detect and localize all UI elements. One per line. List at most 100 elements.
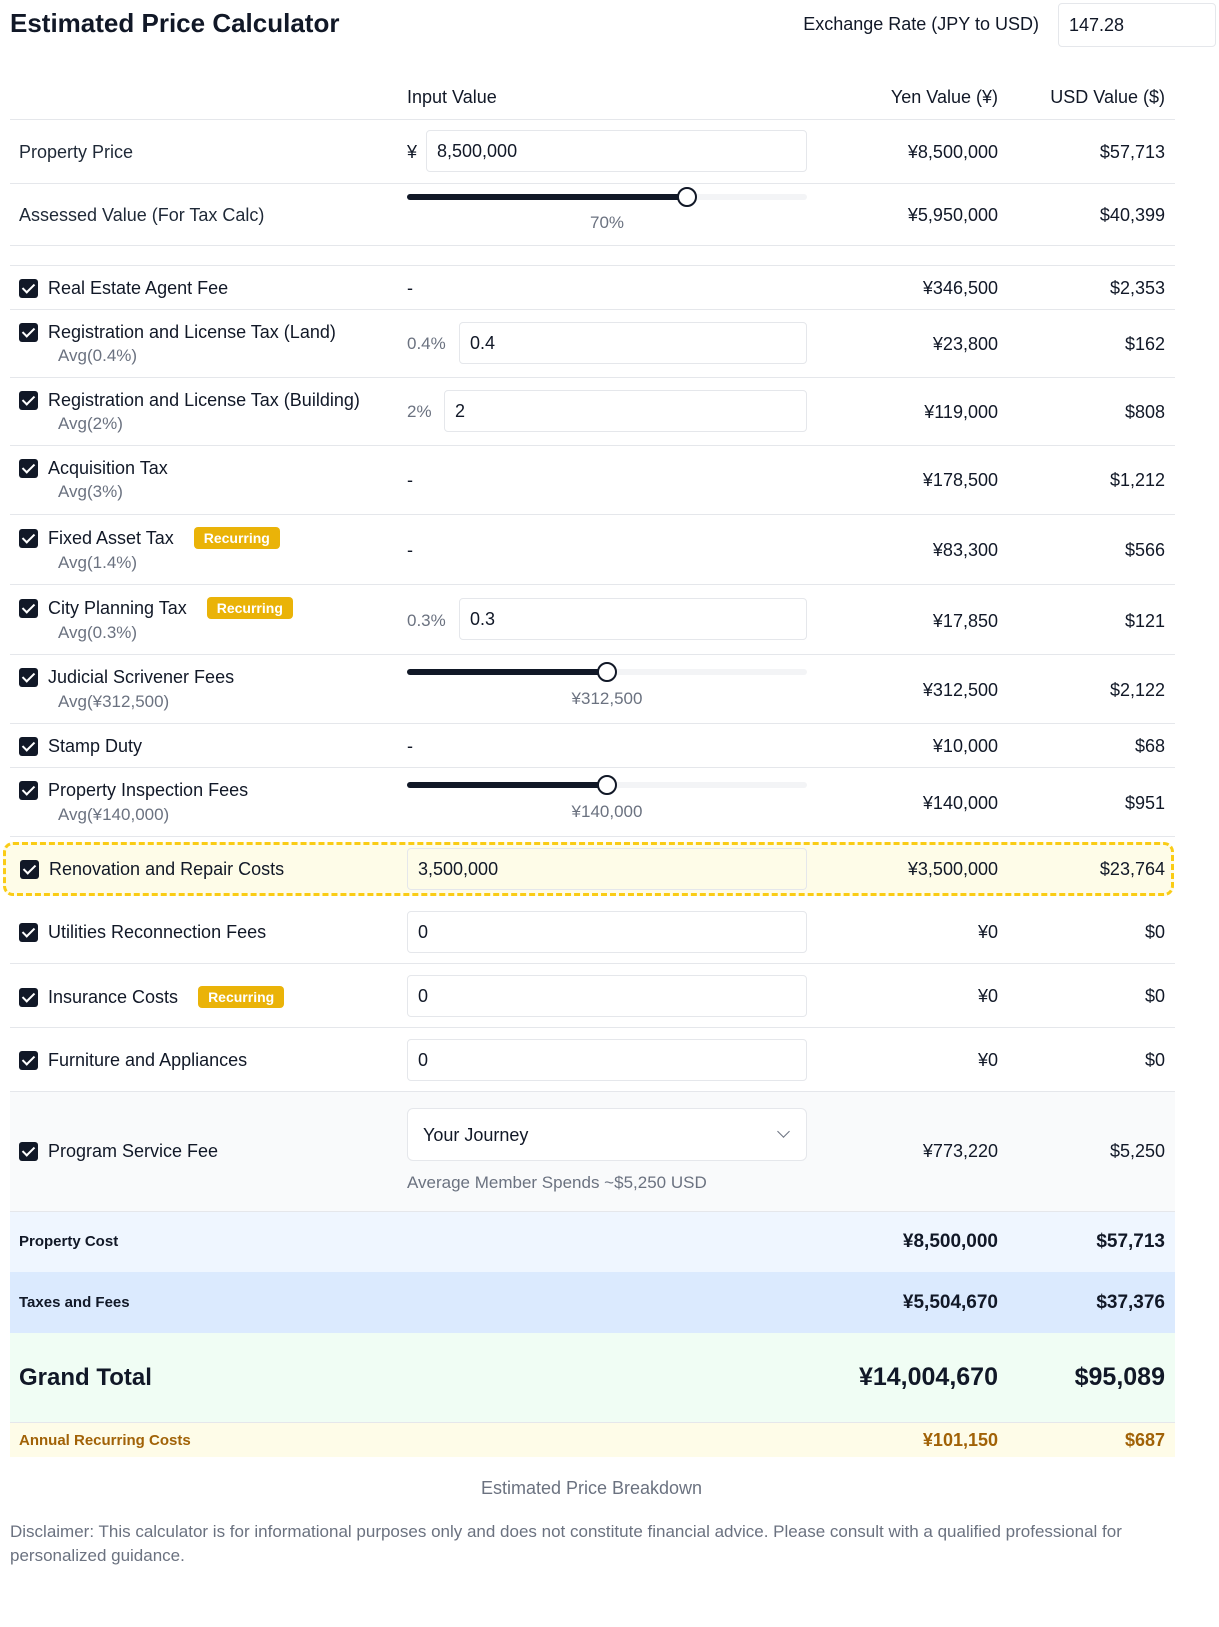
scrivener-slider[interactable] bbox=[407, 662, 807, 682]
agent-fee-usd: $2,353 bbox=[1109, 278, 1165, 298]
yen-prefix: ¥ bbox=[407, 142, 418, 162]
reg-building-input[interactable]: 2 bbox=[444, 390, 807, 432]
city-planning-label: City Planning Tax bbox=[48, 597, 187, 618]
fixed-asset-input: - bbox=[407, 540, 413, 560]
agent-fee-yen: ¥346,500 bbox=[922, 278, 998, 298]
exchange-rate-label: Exchange Rate (JPY to USD) bbox=[803, 14, 1039, 34]
reg-land-usd: $162 bbox=[1124, 334, 1165, 354]
insurance-usd: $0 bbox=[1144, 986, 1165, 1006]
inspection-usd: $951 bbox=[1124, 793, 1165, 813]
assessed-slider[interactable] bbox=[407, 187, 807, 207]
furniture-checkbox[interactable] bbox=[19, 1051, 38, 1070]
program-select[interactable]: Your Journey bbox=[407, 1108, 807, 1161]
fixed-asset-label: Fixed Asset Tax bbox=[48, 527, 174, 548]
assessed-usd: $40,399 bbox=[1099, 205, 1165, 225]
furniture-usd: $0 bbox=[1144, 1050, 1165, 1070]
agent-fee-checkbox[interactable] bbox=[19, 279, 38, 298]
reg-building-checkbox[interactable] bbox=[19, 391, 38, 410]
city-planning-usd: $121 bbox=[1124, 611, 1165, 631]
utilities-input[interactable]: 0 bbox=[407, 911, 807, 953]
furniture-input[interactable]: 0 bbox=[407, 1039, 807, 1081]
utilities-usd: $0 bbox=[1144, 922, 1165, 942]
recurring-costs-usd: $687 bbox=[1124, 1430, 1165, 1450]
reg-land-checkbox[interactable] bbox=[19, 323, 38, 342]
scrivener-usd: $2,122 bbox=[1109, 680, 1165, 700]
renovation-input[interactable]: 3,500,000 bbox=[407, 848, 807, 890]
agent-fee-label: Real Estate Agent Fee bbox=[48, 278, 229, 298]
property-price-usd: $57,713 bbox=[1099, 142, 1165, 162]
property-cost-usd: $57,713 bbox=[1096, 1231, 1165, 1252]
agent-fee-input: - bbox=[407, 278, 413, 298]
city-planning-yen: ¥17,850 bbox=[932, 611, 998, 631]
reg-land-input[interactable]: 0.4 bbox=[459, 322, 807, 364]
row-scrivener-fees: Judicial Scrivener Fees Avg(¥312,500) ¥3… bbox=[10, 655, 1175, 724]
property-cost-yen: ¥8,500,000 bbox=[902, 1231, 998, 1252]
utilities-label: Utilities Reconnection Fees bbox=[48, 922, 267, 942]
assessed-yen: ¥5,950,000 bbox=[907, 205, 998, 225]
city-planning-pct: 0.3% bbox=[407, 611, 446, 630]
row-acquisition-tax: Acquisition Tax Avg(3%) - ¥178,500 $1,21… bbox=[10, 446, 1175, 515]
scrivener-checkbox[interactable] bbox=[19, 668, 38, 687]
stamp-usd: $68 bbox=[1134, 736, 1165, 756]
chevron-down-icon bbox=[777, 1125, 790, 1138]
insurance-checkbox[interactable] bbox=[19, 987, 38, 1007]
renovation-yen: ¥3,500,000 bbox=[907, 859, 998, 879]
reg-building-pct: 2% bbox=[407, 402, 432, 421]
inspection-slider-thumb[interactable] bbox=[597, 775, 617, 795]
taxes-fees-label: Taxes and Fees bbox=[19, 1294, 130, 1311]
row-reg-land: Registration and License Tax (Land) Avg(… bbox=[10, 310, 1175, 378]
stamp-checkbox[interactable] bbox=[19, 737, 38, 756]
acquisition-yen: ¥178,500 bbox=[922, 470, 998, 490]
scrivener-slider-fill bbox=[407, 669, 607, 675]
acquisition-input: - bbox=[407, 470, 413, 490]
renovation-label: Renovation and Repair Costs bbox=[49, 859, 285, 879]
utilities-checkbox[interactable] bbox=[19, 923, 38, 942]
reg-building-avg: Avg(2%) bbox=[58, 414, 123, 433]
row-utilities: Utilities Reconnection Fees 0 ¥0 $0 bbox=[10, 900, 1175, 964]
row-insurance: Insurance Costs Recurring 0 ¥0 $0 bbox=[10, 964, 1175, 1028]
program-label: Program Service Fee bbox=[48, 1141, 219, 1161]
scrivener-label: Judicial Scrivener Fees bbox=[48, 667, 235, 687]
scrivener-slider-value: ¥312,500 bbox=[571, 689, 643, 708]
table-caption: Estimated Price Breakdown bbox=[480, 1478, 703, 1498]
reg-land-label: Registration and License Tax (Land) bbox=[48, 322, 336, 342]
recurring-badge: Recurring bbox=[198, 986, 285, 1008]
furniture-label: Furniture and Appliances bbox=[48, 1050, 248, 1070]
insurance-input[interactable]: 0 bbox=[407, 975, 807, 1017]
column-yen: Yen Value (¥) bbox=[890, 87, 998, 107]
row-assessed-value: Assessed Value (For Tax Calc) 70% ¥5,950… bbox=[10, 184, 1175, 246]
insurance-yen: ¥0 bbox=[977, 986, 998, 1006]
property-price-input[interactable]: 8,500,000 bbox=[426, 130, 807, 172]
reg-building-usd: $808 bbox=[1124, 402, 1165, 422]
city-planning-input[interactable]: 0.3 bbox=[459, 598, 807, 640]
disclaimer: Disclaimer: This calculator is for infor… bbox=[10, 1522, 1122, 1565]
column-input: Input Value bbox=[407, 87, 497, 107]
city-planning-avg: Avg(0.3%) bbox=[58, 623, 138, 642]
reg-land-pct: 0.4% bbox=[407, 334, 446, 353]
page-title: Estimated Price Calculator bbox=[10, 8, 340, 38]
row-agent-fee: Real Estate Agent Fee - ¥346,500 $2,353 bbox=[10, 266, 1175, 310]
inspection-slider-fill bbox=[407, 782, 607, 788]
header: Estimated Price Calculator Exchange Rate… bbox=[0, 0, 1219, 50]
fixed-asset-usd: $566 bbox=[1124, 540, 1165, 560]
summary-grand-total: Grand Total ¥14,004,670 $95,089 bbox=[10, 1333, 1175, 1422]
table-header: Input Value Yen Value (¥) USD Value ($) bbox=[10, 70, 1175, 120]
reg-building-label: Registration and License Tax (Building) bbox=[48, 390, 360, 410]
acquisition-checkbox[interactable] bbox=[19, 459, 38, 478]
renovation-checkbox[interactable] bbox=[20, 860, 39, 879]
column-usd: USD Value ($) bbox=[1050, 87, 1165, 107]
grand-total-yen: ¥14,004,670 bbox=[858, 1363, 998, 1391]
assessed-slider-thumb[interactable] bbox=[677, 187, 697, 207]
exchange-rate-input[interactable]: 147.28 bbox=[1058, 3, 1216, 47]
fixed-asset-checkbox[interactable] bbox=[19, 528, 38, 548]
inspection-checkbox[interactable] bbox=[19, 781, 38, 800]
scrivener-slider-thumb[interactable] bbox=[597, 662, 617, 682]
inspection-slider[interactable] bbox=[407, 775, 807, 795]
inspection-yen: ¥140,000 bbox=[922, 793, 998, 813]
program-checkbox[interactable] bbox=[19, 1142, 38, 1161]
grand-total-label: Grand Total bbox=[19, 1364, 152, 1391]
property-price-yen: ¥8,500,000 bbox=[907, 142, 998, 162]
city-planning-checkbox[interactable] bbox=[19, 598, 38, 618]
reg-land-avg: Avg(0.4%) bbox=[58, 346, 138, 365]
reg-land-yen: ¥23,800 bbox=[932, 334, 998, 354]
